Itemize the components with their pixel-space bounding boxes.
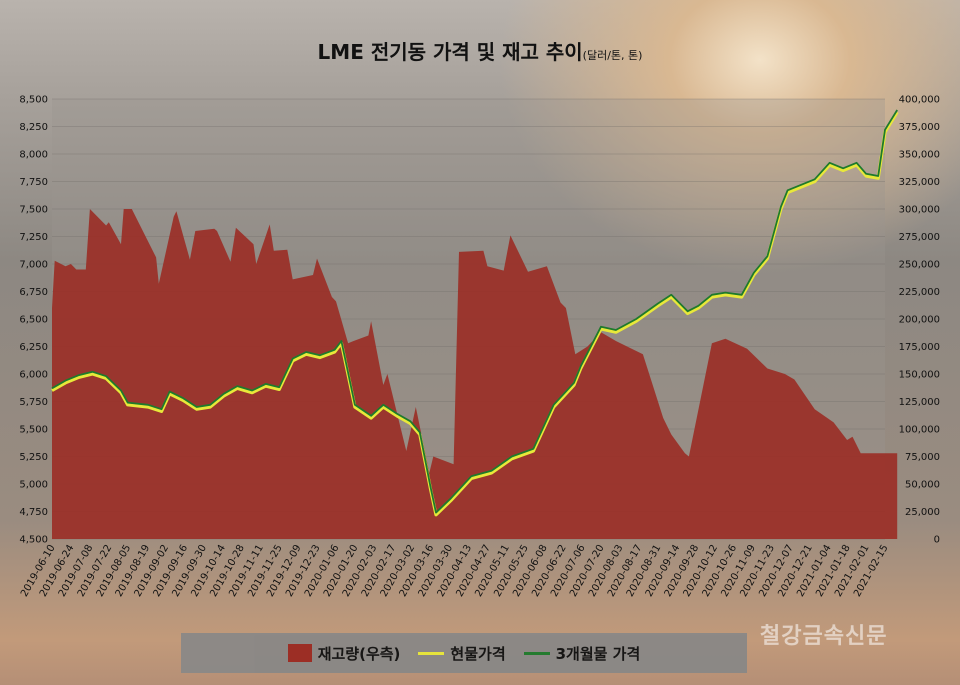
y-left-tick-label: 6,250 — [19, 342, 48, 353]
y-right-tick-label: 75,000 — [905, 452, 940, 463]
y-right-tick-label: 150,000 — [899, 370, 940, 381]
y-right-tick-label: 175,000 — [899, 342, 940, 353]
legend-item-stock: 재고량(우측) — [287, 643, 401, 664]
y-right-tick-label: 350,000 — [899, 150, 940, 161]
y-right-tick-label: 225,000 — [899, 287, 940, 298]
legend-item-spot: 현물가격 — [418, 643, 506, 664]
y-left-tick-label: 4,750 — [19, 507, 48, 518]
y-right-tick-label: 125,000 — [899, 397, 940, 408]
chart-title: LME 전기동 가격 및 재고 추이(달러/톤, 톤) — [0, 36, 960, 65]
legend-label-spot: 현물가격 — [450, 644, 506, 663]
legend-item-future: 3개월물 가격 — [523, 643, 641, 664]
x-axis-ticks: 2019-06-102019-06-242019-07-082019-07-22… — [19, 543, 891, 599]
legend-swatch-future — [523, 651, 550, 655]
y-right-tick-label: 50,000 — [905, 480, 940, 491]
y-left-tick-label: 7,000 — [19, 260, 48, 271]
y-left-tick-label: 8,500 — [19, 95, 48, 106]
y-right-tick-label: 275,000 — [899, 232, 940, 243]
y-right-tick-label: 200,000 — [899, 315, 940, 326]
y-right-tick-label: 25,000 — [905, 507, 940, 518]
price-lines-layer — [51, 109, 899, 517]
y-left-tick-label: 8,250 — [19, 122, 48, 133]
y-right-tick-label: 0 — [934, 535, 940, 546]
y-left-tick-label: 4,500 — [19, 535, 48, 546]
y-left-tick-label: 5,250 — [19, 452, 48, 463]
legend-swatch-stock — [287, 644, 312, 662]
legend: 재고량(우측) 현물가격 3개월물 가격 — [181, 633, 747, 673]
y-left-tick-label: 5,000 — [19, 480, 48, 491]
legend-swatch-spot — [418, 651, 445, 655]
right-axis-ticks: 0 25,000 50,000 75,000 100,000 125,000 150,000… — [899, 95, 940, 546]
future-price-line — [51, 109, 898, 514]
y-left-tick-label: 5,750 — [19, 397, 48, 408]
y-left-tick-label: 7,750 — [19, 177, 48, 188]
legend-label-stock: 재고량(우측) — [317, 644, 401, 663]
y-right-tick-label: 300,000 — [899, 205, 940, 216]
left-axis-ticks: 4,500 4,750 5,000 5,250 5,500 5,750 6,000 6,250… — [19, 95, 48, 546]
stock-area-layer — [52, 209, 898, 539]
y-left-tick-label: 7,500 — [19, 205, 48, 216]
chart-subtitle: (달러/톤, 톤) — [582, 49, 643, 62]
y-left-tick-label: 8,000 — [19, 150, 48, 161]
legend-label-future: 3개월물 가격 — [555, 644, 641, 663]
y-right-tick-label: 375,000 — [899, 122, 940, 133]
y-right-tick-label: 100,000 — [899, 425, 940, 436]
y-left-tick-label: 6,000 — [19, 370, 48, 381]
watermark: 철강금속신문 — [760, 624, 888, 649]
y-right-tick-label: 400,000 — [899, 95, 940, 106]
title-text: LME 전기동 가격 및 재고 추이 — [317, 40, 583, 64]
y-left-tick-label: 5,500 — [19, 425, 48, 436]
y-left-tick-label: 7,250 — [19, 232, 48, 243]
y-right-tick-label: 250,000 — [899, 260, 940, 271]
y-left-tick-label: 6,750 — [19, 287, 48, 298]
y-right-tick-label: 325,000 — [899, 177, 940, 188]
stock-area — [52, 209, 898, 539]
y-left-tick-label: 6,500 — [19, 315, 48, 326]
